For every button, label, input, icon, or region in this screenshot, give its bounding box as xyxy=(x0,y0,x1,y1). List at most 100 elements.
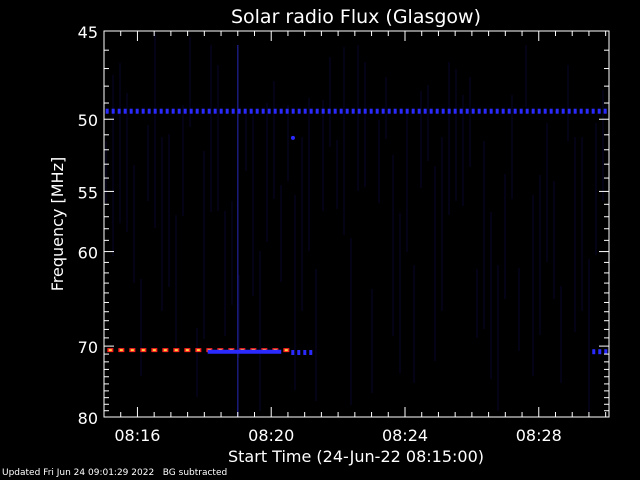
y-tick-label: 70 xyxy=(78,338,98,357)
emission-segment xyxy=(507,108,511,114)
emission-segment xyxy=(567,108,571,114)
emission-segment xyxy=(321,108,325,114)
emission-segment xyxy=(195,108,199,114)
emission-segment xyxy=(555,108,559,114)
emission-segment xyxy=(219,108,223,114)
emission-point xyxy=(290,135,295,140)
emission-segment xyxy=(351,108,355,114)
emission-segment xyxy=(483,108,487,114)
emission-segment xyxy=(543,108,547,114)
emission-segment xyxy=(339,108,343,114)
emission-peak xyxy=(185,349,189,352)
emission-segment xyxy=(477,108,481,114)
emission-segment xyxy=(177,108,181,114)
emission-peak xyxy=(141,349,145,352)
emission-segment xyxy=(261,108,265,114)
emission-segment xyxy=(561,108,565,114)
emission-peak xyxy=(130,349,134,352)
emission-segment xyxy=(255,108,259,114)
emission-segment xyxy=(291,350,295,356)
emission-segment xyxy=(297,350,301,356)
emission-segment xyxy=(189,108,193,114)
emission-segment xyxy=(603,108,607,114)
emission-peak xyxy=(163,349,167,352)
emission-segment xyxy=(598,349,602,355)
emission-segment xyxy=(291,108,295,114)
emission-segment xyxy=(435,108,439,114)
axis-ticks: 45 50 55 60 70 80 08:16 08:20 08:24 08:28 xyxy=(78,23,609,445)
emission-segment xyxy=(393,108,397,114)
emission-segment xyxy=(381,108,385,114)
emission-segment xyxy=(165,108,169,114)
emission-segment xyxy=(465,108,469,114)
emission-segment xyxy=(537,108,541,114)
emission-segment xyxy=(279,108,283,114)
y-tick-label: 45 xyxy=(78,23,98,42)
emission-segment xyxy=(357,108,361,114)
x-axis-label: Start Time (24-Jun-22 08:15:00) xyxy=(228,447,484,466)
emission-segment xyxy=(309,108,313,114)
emission-segment xyxy=(105,108,109,114)
emission-segment xyxy=(489,108,493,114)
emission-segment xyxy=(345,108,349,114)
emission-peak xyxy=(152,349,156,352)
emission-peak xyxy=(284,349,288,352)
emission-peak xyxy=(108,349,112,352)
footer-status: Updated Fri Jun 24 09:01:29 2022 BG subt… xyxy=(2,468,227,478)
emission-segment xyxy=(573,108,577,114)
emission-segment xyxy=(387,108,391,114)
x-tick-label: 08:28 xyxy=(516,426,562,445)
emission-segment xyxy=(501,108,505,114)
emission-segment xyxy=(471,108,475,114)
emission-segment xyxy=(525,108,529,114)
emission-segment xyxy=(327,108,331,114)
emission-peak xyxy=(196,349,200,352)
emission-segment xyxy=(519,108,523,114)
emission-segment xyxy=(549,108,553,114)
y-tick-label: 55 xyxy=(78,183,98,202)
emission-segment xyxy=(303,108,307,114)
y-axis-label: Frequency [MHz] xyxy=(48,157,67,291)
emission-peak xyxy=(119,349,123,352)
emission-segment xyxy=(429,108,433,114)
emission-segment xyxy=(183,108,187,114)
emission-segment xyxy=(592,349,596,355)
emission-segment xyxy=(411,108,415,114)
emission-segment xyxy=(201,108,205,114)
emission-segment xyxy=(417,108,421,114)
emission-segment xyxy=(273,108,277,114)
emission-segment xyxy=(585,108,589,114)
plot-frame xyxy=(103,30,610,418)
emission-segment xyxy=(171,108,175,114)
emission-segment xyxy=(441,108,445,114)
emission-segment xyxy=(459,108,463,114)
emission-segment xyxy=(225,108,229,114)
emission-segment xyxy=(267,108,271,114)
emission-segment xyxy=(591,108,595,114)
chart-title: Solar radio Flux (Glasgow) xyxy=(231,6,481,28)
emission-segment xyxy=(447,108,451,114)
emission-segment xyxy=(309,350,313,356)
emission-segment xyxy=(597,108,601,114)
emission-segment xyxy=(117,108,121,114)
emission-segment xyxy=(303,350,307,356)
emission-segment xyxy=(297,108,301,114)
emission-segment xyxy=(159,108,163,114)
emission-segment xyxy=(231,108,235,114)
emission-segment xyxy=(423,108,427,114)
bg-subtracted-note: BG subtracted xyxy=(162,468,228,478)
emission-segment xyxy=(141,108,145,114)
emission-segment xyxy=(604,349,608,355)
emission-segment xyxy=(147,108,151,114)
emission-segment xyxy=(513,108,517,114)
emission-segment xyxy=(363,108,367,114)
x-tick-label: 08:24 xyxy=(382,426,428,445)
x-tick-label: 08:16 xyxy=(114,426,160,445)
emission-segment xyxy=(579,108,583,114)
emission-segment xyxy=(111,108,115,114)
emission-segment xyxy=(123,108,127,114)
emission-segment xyxy=(369,108,373,114)
emission-segment xyxy=(531,108,535,114)
emission-segment xyxy=(249,108,253,114)
